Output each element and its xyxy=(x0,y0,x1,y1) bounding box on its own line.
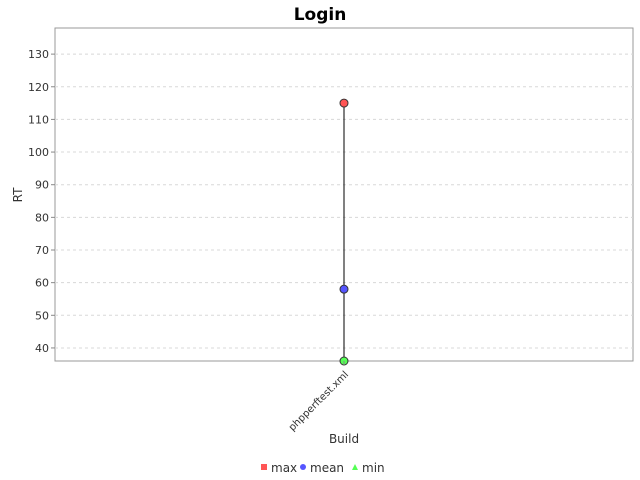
x-axis-categories: phpperftest.xml xyxy=(287,361,351,434)
y-tick-label: 100 xyxy=(28,146,49,159)
y-tick-label: 90 xyxy=(35,179,49,192)
grid-lines xyxy=(55,53,633,349)
legend-label-min: min xyxy=(362,461,385,475)
point-mean xyxy=(339,284,349,294)
legend-label-mean: mean xyxy=(310,461,344,475)
y-axis-ticks: 40 50 60 70 80 90 100 110 120 130 xyxy=(28,48,55,355)
y-tick-label: 70 xyxy=(35,244,49,257)
y-tick-label: 80 xyxy=(35,211,49,224)
point-max xyxy=(339,98,349,108)
y-tick-label: 130 xyxy=(28,48,49,61)
y-tick-label: 110 xyxy=(28,113,49,126)
y-tick-label: 60 xyxy=(35,277,49,290)
series-layer xyxy=(339,98,349,366)
legend-marker-mean xyxy=(300,464,306,470)
legend: max mean min xyxy=(261,461,385,475)
y-tick-label: 120 xyxy=(28,81,49,94)
x-axis-label: Build xyxy=(329,432,359,446)
y-tick-label: 50 xyxy=(35,309,49,322)
legend-label-max: max xyxy=(271,461,297,475)
chart-title: Login xyxy=(294,5,347,25)
y-tick-label: 40 xyxy=(35,342,49,355)
legend-marker-min xyxy=(352,464,358,470)
x-category-label: phpperftest.xml xyxy=(287,369,351,433)
y-axis-label: RT xyxy=(11,187,25,202)
legend-marker-max xyxy=(261,464,267,470)
